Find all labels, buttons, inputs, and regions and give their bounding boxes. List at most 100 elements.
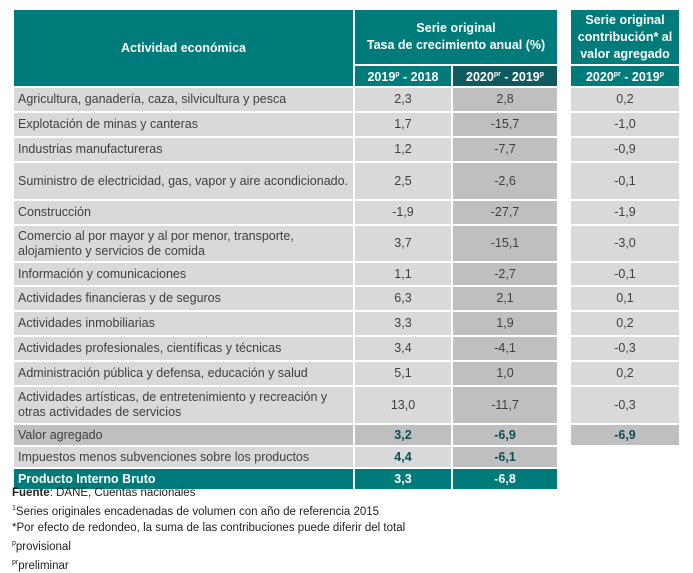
- col1-rest: - 2018: [399, 70, 439, 85]
- note-3: pprovisional: [12, 536, 405, 555]
- table-row: Suministro de electricidad, gas, vapor y…: [12, 161, 560, 202]
- contribution-value: 0,2: [569, 360, 681, 388]
- table-row: Actividades profesionales, científicas y…: [12, 335, 560, 363]
- activity-label: Administración pública y defensa, educac…: [12, 360, 355, 388]
- growth-2019: 13,0: [353, 385, 453, 426]
- impuestos-v2: -6,1: [450, 445, 560, 470]
- col3-sup2: p: [659, 71, 664, 78]
- growth-title-2: Tasa de crecimiento anual (%): [366, 38, 546, 52]
- contribution-value: -0,3: [569, 385, 681, 426]
- col3-year: 2020: [585, 70, 614, 85]
- note3-text: provisional: [15, 540, 71, 553]
- pib-label: Producto Interno Bruto: [12, 467, 355, 492]
- table-row: Administración pública y defensa, educac…: [12, 360, 560, 388]
- growth-2019: 1,7: [353, 111, 453, 139]
- activity-label: Explotación de minas y canteras: [12, 111, 355, 139]
- growth-2020: -4,1: [450, 335, 560, 363]
- contribution-row: -3,0: [569, 224, 681, 264]
- growth-2019: 6,3: [353, 285, 453, 313]
- activity-label: Actividades inmobiliarias: [12, 310, 355, 338]
- col3-rest: - 2019: [620, 70, 660, 85]
- valor-agregado-label: Valor agregado: [12, 423, 355, 448]
- source-note: Fuente: DANE, Cuentas nacionales: [12, 485, 405, 501]
- activity-label: Actividades profesionales, científicas y…: [12, 335, 355, 363]
- pib-v2: -6,8: [450, 467, 560, 492]
- contribution-value: -1,0: [569, 111, 681, 139]
- activity-label: Construcción: [12, 199, 355, 227]
- contribution-row: -0,3: [569, 335, 681, 363]
- contribution-row: 0,2: [569, 86, 681, 114]
- contribution-value: -3,0: [569, 224, 681, 264]
- col2-header: 2020pr - 2019p: [450, 63, 560, 89]
- contribution-row: -0,1: [569, 161, 681, 202]
- contribution-row: 0,2: [569, 310, 681, 338]
- col3-sup: pr: [613, 71, 621, 78]
- col2-sup: pr: [493, 71, 501, 78]
- note1-sup: 1: [12, 505, 16, 512]
- note-2: *Por efecto de redondeo, la suma de las …: [12, 521, 406, 534]
- valor-agregado-v2: -6,9: [450, 423, 560, 448]
- contribution-value: -0,1: [569, 261, 681, 288]
- activity-label: Industrias manufactureras: [12, 136, 355, 164]
- impuestos-v1: 4,4: [353, 445, 453, 470]
- activity-label: Comercio al por mayor y al por menor, tr…: [12, 224, 355, 264]
- growth-2020: -2,7: [450, 261, 560, 288]
- table-row: Explotación de minas y canteras 1,7 -15,7: [12, 111, 560, 139]
- contribution-value: 0,2: [569, 86, 681, 114]
- growth-2019: 1,2: [353, 136, 453, 164]
- contribution-row: 0,1: [569, 285, 681, 313]
- growth-2019: 3,7: [353, 224, 453, 264]
- table-row: Información y comunicaciones 1,1 -2,7: [12, 261, 560, 288]
- table-row: Actividades inmobiliarias 3,3 1,9: [12, 310, 560, 338]
- col1-year: 2019: [367, 70, 396, 85]
- growth-2020: 2,1: [450, 285, 560, 313]
- activity-label: Información y comunicaciones: [12, 261, 355, 288]
- growth-table: Actividad económica Serie original Tasa d…: [12, 7, 560, 492]
- contribution-value: -0,9: [569, 136, 681, 164]
- growth-2019: 5,1: [353, 360, 453, 388]
- table-row: Actividades artísticas, de entretenimien…: [12, 385, 560, 426]
- growth-2020: 1,0: [450, 360, 560, 388]
- growth-2020: -7,7: [450, 136, 560, 164]
- contribution-table: Serie original contribución* al valor ag…: [569, 8, 681, 448]
- col2-year: 2020: [466, 70, 494, 85]
- contribution-row: -0,3: [569, 385, 681, 426]
- growth-2020: -15,7: [450, 111, 560, 139]
- activity-header: Actividad económica: [12, 7, 355, 89]
- growth-2019: -1,9: [353, 199, 453, 227]
- note3-sup: p: [12, 539, 16, 547]
- contribution-value: 0,1: [569, 285, 681, 313]
- table-row: Agricultura, ganadería, caza, silvicultu…: [12, 86, 560, 114]
- contribution-row: 0,2: [569, 360, 681, 388]
- valor-agregado-v1: 3,2: [353, 423, 453, 448]
- growth-2020: -11,7: [450, 385, 560, 426]
- growth-2019: 2,3: [353, 86, 453, 114]
- activity-label: Actividades financieras y de seguros: [12, 285, 355, 313]
- col1-sup: p: [395, 71, 400, 78]
- activity-label: Actividades artísticas, de entretenimien…: [12, 385, 355, 426]
- growth-2019: 1,1: [353, 261, 453, 288]
- growth-header: Serie original Tasa de crecimiento anual …: [352, 8, 560, 66]
- contribution-row: -1,9: [569, 199, 681, 227]
- col2-sup2: p: [539, 71, 545, 78]
- activity-label: Agricultura, ganadería, caza, silvicultu…: [12, 86, 355, 114]
- table-row: Industrias manufactureras 1,2 -7,7: [12, 136, 560, 164]
- growth-title-1: Serie original: [416, 21, 496, 35]
- growth-2020: 2,8: [450, 86, 560, 114]
- contribution-value: -0,3: [569, 335, 681, 363]
- contribution-row: -1,0: [569, 111, 681, 139]
- contribution-value: -0,1: [569, 161, 681, 202]
- table-row: Construcción -1,9 -27,7: [12, 199, 560, 227]
- growth-2019: 2,5: [353, 161, 453, 202]
- col1-header: 2019p - 2018: [353, 63, 453, 89]
- source-label: Fuente: [12, 487, 50, 499]
- col3-header: 2020pr - 2019p: [569, 63, 681, 89]
- contribution-value: 0,2: [569, 310, 681, 338]
- growth-2020: -27,7: [450, 199, 560, 227]
- activity-label: Suministro de electricidad, gas, vapor y…: [12, 161, 355, 202]
- growth-2020: -15,1: [450, 224, 560, 264]
- note-4: prpreliminar: [12, 555, 405, 573]
- growth-2020: -2,6: [450, 161, 560, 202]
- impuestos-label: Impuestos menos subvenciones sobre los p…: [12, 445, 355, 470]
- note-1: 1Series originales encadenadas de volume…: [12, 501, 405, 520]
